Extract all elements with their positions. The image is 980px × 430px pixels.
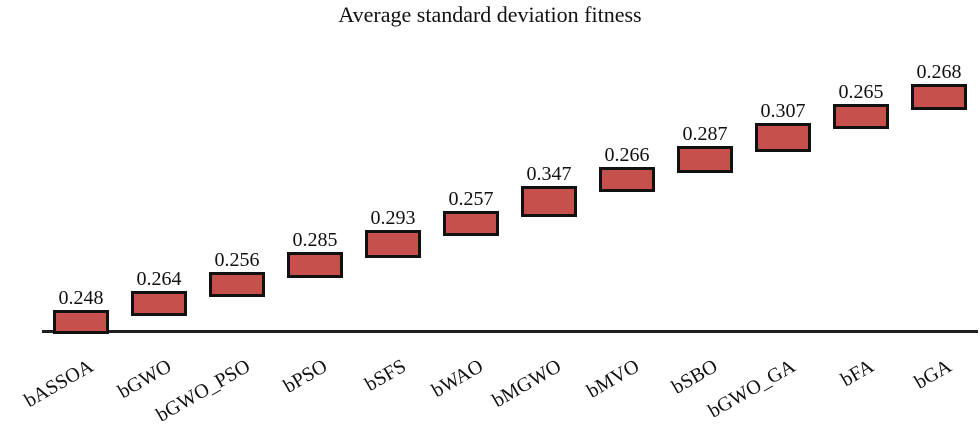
value-label-bGWO_PSO: 0.256 bbox=[214, 249, 260, 272]
x-label-bFA: bFA bbox=[836, 355, 878, 392]
x-label-bSBO: bSBO bbox=[668, 355, 722, 399]
value-label-bASSOA: 0.248 bbox=[58, 287, 104, 310]
value-label-bGWO: 0.264 bbox=[136, 268, 182, 291]
value-label-bFA: 0.265 bbox=[838, 81, 884, 104]
bar-bSFS bbox=[364, 230, 421, 258]
x-label-bGA: bGA bbox=[910, 355, 956, 394]
bar-bPSO bbox=[286, 251, 343, 279]
value-label-bGA: 0.268 bbox=[916, 61, 962, 84]
bar-bWAO bbox=[442, 211, 499, 237]
x-axis-line bbox=[42, 330, 978, 333]
x-label-bGWO_GA: bGWO_GA bbox=[704, 355, 800, 423]
chart-title: Average standard deviation fitness bbox=[338, 2, 642, 27]
bar-bGWO_GA bbox=[754, 123, 811, 152]
value-label-bMVO: 0.266 bbox=[604, 143, 650, 166]
value-label-bSFS: 0.293 bbox=[370, 207, 416, 230]
value-label-bGWO_GA: 0.307 bbox=[760, 100, 806, 123]
x-label-bSFS: bSFS bbox=[360, 355, 410, 396]
value-label-bWAO: 0.257 bbox=[448, 188, 494, 211]
bar-bGWO_PSO bbox=[208, 272, 265, 298]
x-label-bMGWO: bMGWO bbox=[489, 355, 566, 412]
value-label-bPSO: 0.285 bbox=[292, 228, 338, 251]
x-label-bASSOA: bASSOA bbox=[21, 355, 98, 412]
bar-bMVO bbox=[598, 166, 655, 193]
value-label-bMGWO: 0.347 bbox=[526, 163, 572, 186]
x-label-bMVO: bMVO bbox=[583, 355, 644, 403]
x-label-bWAO: bWAO bbox=[428, 355, 488, 402]
bar-bSBO bbox=[676, 145, 733, 173]
bar-bASSOA bbox=[52, 310, 109, 335]
x-label-bPSO: bPSO bbox=[280, 355, 332, 398]
value-label-bSBO: 0.287 bbox=[682, 122, 728, 145]
bar-bGWO bbox=[130, 291, 187, 317]
x-label-bGWO: bGWO bbox=[114, 355, 176, 404]
bar-bGA bbox=[910, 84, 967, 111]
bar-bFA bbox=[832, 104, 889, 130]
bar-bMGWO bbox=[520, 186, 577, 218]
